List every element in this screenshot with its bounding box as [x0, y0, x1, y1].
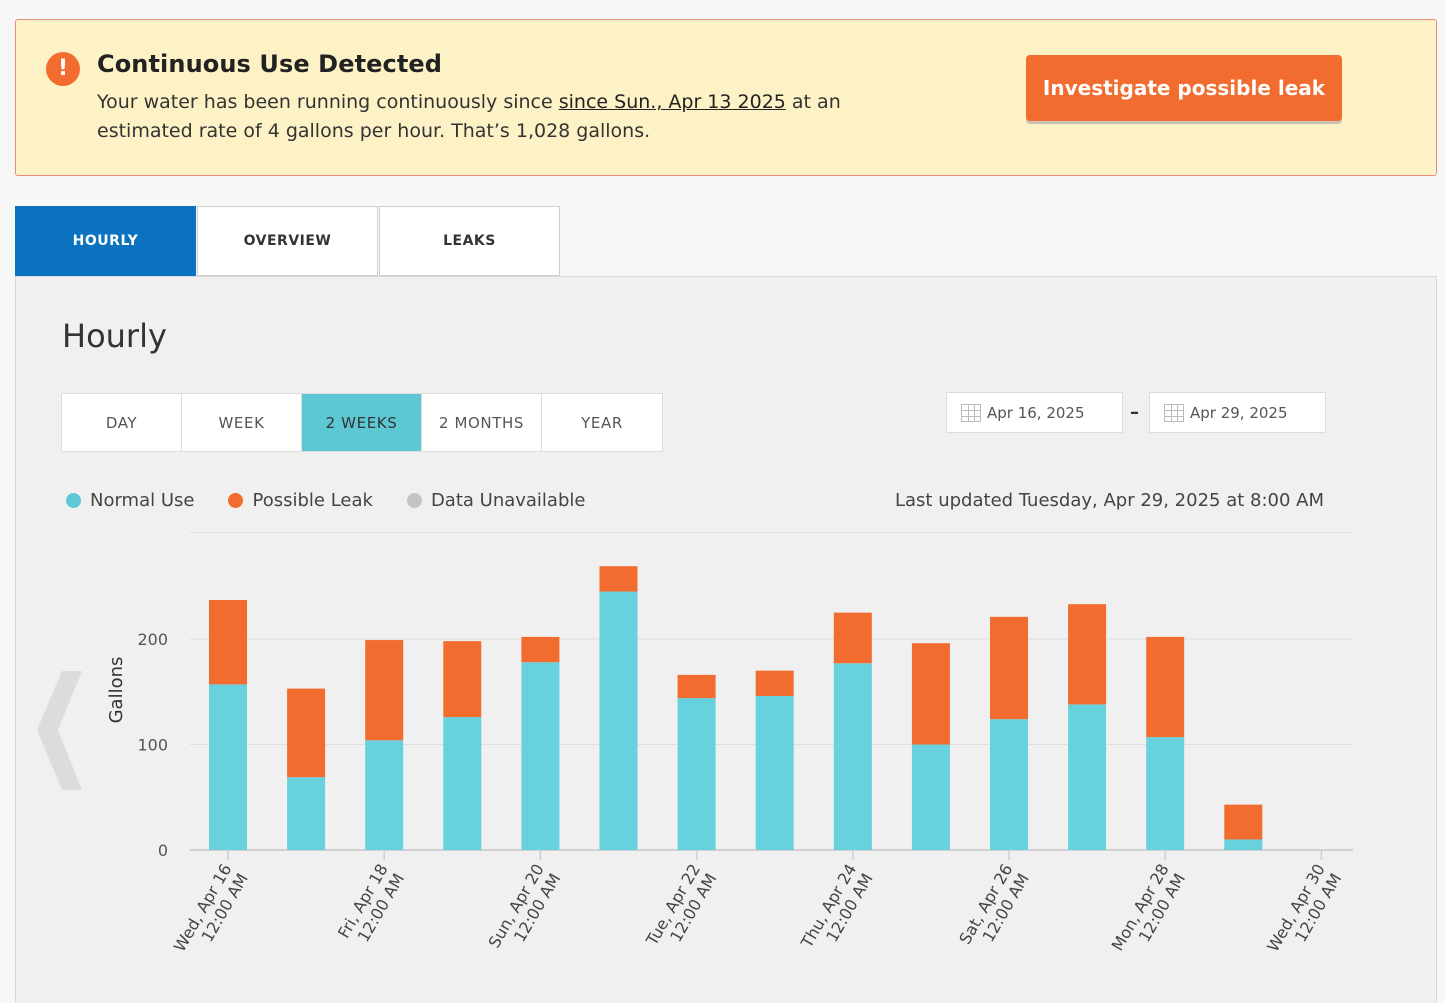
y-tick-label: 0	[158, 841, 168, 860]
bar-group[interactable]	[1146, 636, 1185, 850]
y-axis-label: Gallons	[106, 657, 127, 724]
alert-message: Your water has been running continuously…	[97, 88, 927, 146]
tab-leaks[interactable]: LEAKS	[379, 206, 560, 276]
bar-group[interactable]	[209, 599, 247, 850]
end-date-value: Apr 29, 2025	[1190, 403, 1288, 422]
bar-group[interactable]	[911, 643, 950, 851]
tab-hourly[interactable]: HOURLY	[15, 206, 196, 276]
range-2-months-button[interactable]: 2 MONTHS	[422, 394, 542, 451]
possible-leak-bar[interactable]	[677, 674, 716, 699]
normal-use-bar[interactable]	[677, 698, 716, 850]
range-day-button[interactable]: DAY	[62, 394, 182, 451]
normal-use-bar[interactable]	[521, 662, 560, 850]
possible-leak-bar[interactable]	[521, 636, 560, 663]
page-title: Hourly	[62, 317, 167, 355]
range-selector: DAY WEEK 2 WEEKS 2 MONTHS YEAR	[61, 393, 663, 452]
normal-use-bar[interactable]	[443, 717, 482, 850]
bar-group[interactable]	[443, 641, 482, 850]
normal-use-dot	[66, 493, 81, 508]
possible-leak-bar[interactable]	[833, 612, 872, 664]
bar-group[interactable]	[365, 640, 404, 850]
legend-normal-use: Normal Use	[66, 490, 194, 511]
range-2-weeks-button[interactable]: 2 WEEKS	[302, 394, 422, 451]
possible-leak-bar[interactable]	[287, 688, 326, 778]
bar-group[interactable]	[677, 674, 716, 850]
y-tick-label: 100	[137, 736, 168, 755]
bar-group[interactable]	[521, 636, 560, 850]
legend-possible-leak: Possible Leak	[228, 490, 373, 511]
end-date-picker[interactable]: Apr 29, 2025	[1149, 392, 1326, 433]
bar-group[interactable]	[990, 616, 1028, 850]
possible-leak-bar[interactable]	[911, 643, 950, 745]
bar-group[interactable]	[599, 566, 638, 850]
normal-use-bar[interactable]	[1146, 737, 1185, 850]
normal-use-bar[interactable]	[365, 740, 404, 850]
continuous-use-alert: ! Continuous Use Detected Your water has…	[15, 19, 1437, 176]
bar-group[interactable]	[1224, 804, 1263, 850]
alert-message-prefix: Your water has been running continuously…	[97, 91, 559, 113]
bar-group[interactable]	[287, 688, 326, 850]
chart-legend: Normal Use Possible Leak Data Unavailabl…	[66, 490, 619, 511]
normal-use-bar[interactable]	[599, 591, 638, 850]
calendar-icon	[961, 403, 981, 422]
possible-leak-bar[interactable]	[990, 616, 1028, 720]
normal-use-bar[interactable]	[1224, 839, 1263, 850]
investigate-leak-button[interactable]: Investigate possible leak	[1026, 55, 1342, 121]
possible-leak-bar[interactable]	[365, 640, 404, 741]
legend-data-unavailable: Data Unavailable	[406, 490, 586, 511]
bar-group[interactable]	[1068, 604, 1107, 850]
normal-use-bar[interactable]	[833, 663, 872, 850]
chevron-left-icon[interactable]	[37, 671, 82, 790]
normal-use-bar[interactable]	[1068, 704, 1107, 850]
legend-label: Data Unavailable	[430, 490, 586, 511]
possible-leak-bar[interactable]	[443, 641, 482, 718]
alert-title: Continuous Use Detected	[97, 50, 443, 78]
possible-leak-dot	[228, 493, 244, 508]
legend-label: Normal Use	[90, 490, 195, 511]
normal-use-bar[interactable]	[990, 719, 1028, 850]
normal-use-bar[interactable]	[755, 695, 794, 850]
date-range-separator: –	[1130, 402, 1139, 423]
range-year-button[interactable]: YEAR	[581, 413, 623, 432]
y-tick-label: 200	[137, 630, 168, 649]
range-week-button[interactable]: WEEK	[182, 394, 302, 451]
bar-group[interactable]	[833, 612, 872, 850]
normal-use-bar[interactable]	[287, 777, 326, 850]
possible-leak-bar[interactable]	[209, 599, 247, 685]
possible-leak-bar[interactable]	[599, 566, 638, 592]
possible-leak-bar[interactable]	[1146, 636, 1185, 738]
possible-leak-bar[interactable]	[1224, 804, 1263, 840]
start-date-picker[interactable]: Apr 16, 2025	[946, 392, 1123, 433]
leak-start-date-link[interactable]: since Sun., Apr 13 2025	[558, 91, 786, 113]
possible-leak-bar[interactable]	[1068, 604, 1107, 705]
alert-message-suffix: at an estimated rate of 4 gallons per ho…	[97, 91, 841, 142]
calendar-icon	[1164, 403, 1184, 422]
data-unavailable-dot	[406, 493, 422, 508]
view-tabs: HOURLY OVERVIEW LEAKS	[15, 206, 561, 276]
exclamation-icon: !	[46, 52, 80, 86]
legend-label: Possible Leak	[252, 490, 373, 511]
tab-overview[interactable]: OVERVIEW	[197, 206, 378, 276]
possible-leak-bar[interactable]	[755, 670, 794, 696]
start-date-value: Apr 16, 2025	[987, 403, 1085, 422]
bar-group[interactable]	[755, 670, 794, 850]
normal-use-bar[interactable]	[209, 684, 247, 850]
normal-use-bar[interactable]	[911, 744, 950, 851]
last-updated-text: Last updated Tuesday, Apr 29, 2025 at 8:…	[895, 490, 1324, 511]
